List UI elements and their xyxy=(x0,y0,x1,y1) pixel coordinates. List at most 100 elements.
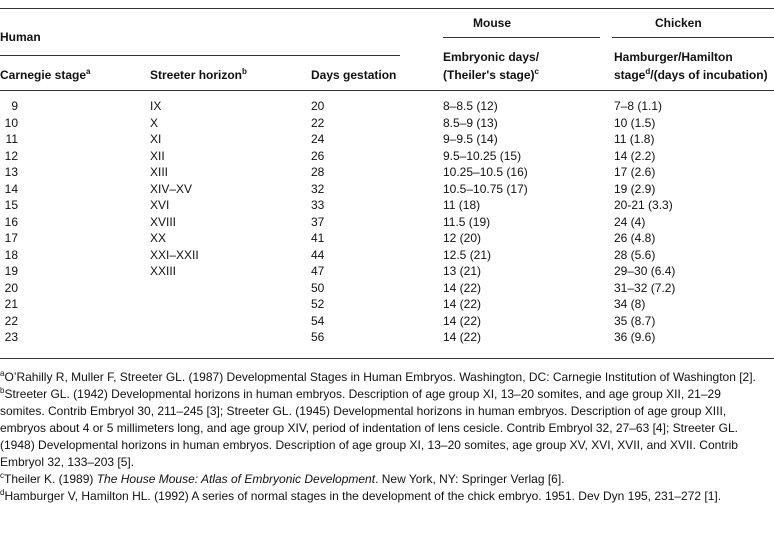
cell: XXIII xyxy=(150,264,177,278)
footnotes: aO’Rahilly R, Muller F, Streeter GL. (19… xyxy=(0,369,762,505)
cell: 10 (1.5) xyxy=(614,115,656,130)
cell: 12.5 (21) xyxy=(443,247,492,262)
cell: 47 xyxy=(311,264,325,278)
rule xyxy=(443,37,600,38)
sup: c xyxy=(534,67,539,76)
cell: 11 xyxy=(5,132,18,146)
cell: 14 (22) xyxy=(443,330,482,344)
cell: 18 xyxy=(4,247,18,262)
cell: 28 (5.6) xyxy=(614,247,656,262)
sup: a xyxy=(0,369,5,378)
rule xyxy=(0,90,774,91)
cell: 9.5–10.25 (15) xyxy=(443,148,522,163)
cell: 14 (22) xyxy=(443,313,482,328)
cell: X xyxy=(150,115,159,130)
cell: XI xyxy=(150,132,162,146)
cell: 22 xyxy=(4,313,18,328)
label: stage xyxy=(614,68,646,82)
cell: 33 xyxy=(311,198,325,212)
cell: 52 xyxy=(311,297,325,311)
cell: 20-21 (3.3) xyxy=(614,198,673,212)
cell: 11 (18) xyxy=(443,198,481,212)
cell: 17 xyxy=(4,231,18,245)
sup: b xyxy=(242,67,247,76)
cell: 24 (4) xyxy=(614,214,646,229)
cell: 17 (2.6) xyxy=(614,165,656,179)
cell: 31–32 (7.2) xyxy=(614,280,676,295)
column-header: Carnegie stagea xyxy=(0,67,91,83)
label: /(days of incubation) xyxy=(650,68,768,82)
cell: 23 xyxy=(4,330,18,344)
sup: d xyxy=(645,67,651,76)
cell: 14 (22) xyxy=(443,297,482,311)
footnote-title: The House Mouse: Atlas of Embryonic Deve… xyxy=(96,472,376,486)
cell: 12 (20) xyxy=(443,231,482,245)
cell: 13 (21) xyxy=(443,264,482,278)
cell: XIII xyxy=(150,165,169,179)
cell: 11.5 (19) xyxy=(443,214,491,229)
rule xyxy=(0,358,774,359)
cell: XVI xyxy=(150,198,170,212)
cell: 26 (4.8) xyxy=(614,231,656,245)
cell: 13 xyxy=(4,165,18,179)
footnote: cTheiler K. (1989) The House Mouse: Atla… xyxy=(0,471,762,488)
cell: 10 xyxy=(4,115,18,130)
cell: 7–8 (1.1) xyxy=(614,99,663,113)
cell: XXI–XXII xyxy=(150,247,199,262)
footnote-text: Hamburger V, Hamilton HL. (1992) A serie… xyxy=(4,489,722,503)
cell: 11 (1.8) xyxy=(614,132,655,146)
cell: 20 xyxy=(4,280,18,295)
group-header: Human xyxy=(0,30,41,44)
cell: 21 xyxy=(4,297,18,311)
column-header: Streeter horizonb xyxy=(150,67,247,83)
cell: 15 xyxy=(4,198,18,212)
cell: 54 xyxy=(311,313,325,328)
cell: 28 xyxy=(311,165,325,179)
group-header: Chicken xyxy=(655,16,702,30)
footnote-text: Theiler K. (1989) xyxy=(4,472,97,486)
cell: 35 (8.7) xyxy=(614,313,656,328)
footnote: bStreeter GL. (1942) Developmental horiz… xyxy=(0,386,762,471)
cell: 9 xyxy=(11,99,18,113)
label: Streeter horizon xyxy=(150,68,243,82)
cell: 14 xyxy=(4,181,18,196)
rule xyxy=(0,8,774,9)
column-header: Days gestation xyxy=(311,68,397,82)
cell: 22 xyxy=(311,115,325,130)
cell: 10.5–10.75 (17) xyxy=(443,181,528,196)
column-header: (Theiler's stage)c xyxy=(443,67,539,83)
cell: 37 xyxy=(311,214,325,229)
cell: 8–8.5 (12) xyxy=(443,99,498,113)
cell: 9–9.5 (14) xyxy=(443,132,498,146)
column-header: staged/(days of incubation) xyxy=(614,67,768,83)
cell: 16 xyxy=(4,214,18,229)
column-header: Embryonic days/ xyxy=(443,50,540,64)
footnote-text: . New York, NY: Springer Verlag [6]. xyxy=(375,472,565,486)
rule xyxy=(612,37,774,38)
cell: XII xyxy=(150,148,165,163)
cell: 10.25–10.5 (16) xyxy=(443,165,528,179)
cell: 50 xyxy=(311,280,325,295)
cell: XVIII xyxy=(150,214,177,229)
cell: 19 xyxy=(4,264,18,278)
label: Carnegie stage xyxy=(0,68,87,82)
cell: 19 (2.9) xyxy=(614,181,656,196)
sup: b xyxy=(0,386,5,395)
footnote-text: Streeter GL. (1942) Developmental horizo… xyxy=(0,387,738,469)
sup: a xyxy=(86,67,91,76)
label: (Theiler's stage) xyxy=(443,68,535,82)
cell: 14 (2.2) xyxy=(614,148,656,163)
cell: 29–30 (6.4) xyxy=(614,264,676,278)
cell: 24 xyxy=(311,132,325,146)
cell: 32 xyxy=(311,181,325,196)
cell: 12 xyxy=(4,148,18,163)
rule xyxy=(0,55,400,56)
cell: 26 xyxy=(311,148,325,163)
column-header: Hamburger/Hamilton xyxy=(614,50,733,64)
cell: XIV–XV xyxy=(150,181,193,196)
cell: 14 (22) xyxy=(443,280,482,295)
cell: 8.5–9 (13) xyxy=(443,115,498,130)
cell: XX xyxy=(150,231,167,245)
footnote: aO’Rahilly R, Muller F, Streeter GL. (19… xyxy=(0,369,762,386)
